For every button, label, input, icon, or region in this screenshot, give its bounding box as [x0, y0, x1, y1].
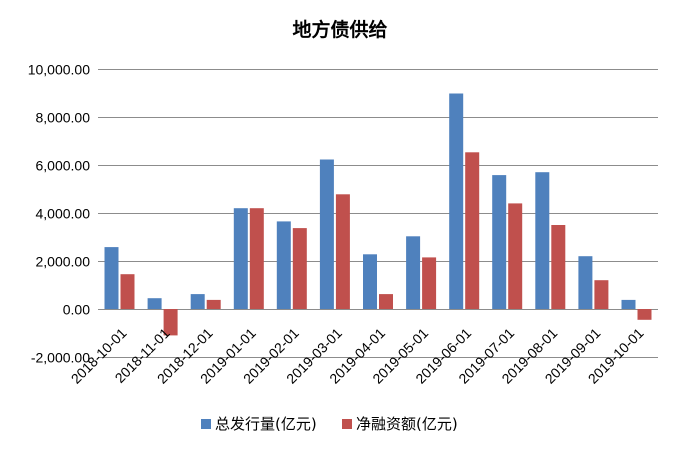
legend-label-total-issuance: 总发行量(亿元) [215, 415, 317, 433]
y-axis-ticks: -2,000.00 0.00 2,000.00 4,000.00 6,000.00 8,0… [28, 62, 91, 366]
bar-total-issuance-2018-10-01 [104, 247, 119, 309]
bar-net-financing-2018-10-01 [120, 274, 135, 309]
bar-total-issuance-2019-08-01 [535, 172, 550, 309]
bar-net-financing-2019-03-01 [335, 194, 350, 309]
y-tick-label: 2,000.00 [36, 254, 91, 270]
legend: 总发行量(亿元) 净融资额(亿元) [201, 415, 458, 433]
legend-swatch-net-financing [342, 419, 352, 429]
bar-net-financing-2019-08-01 [551, 225, 566, 309]
bar-total-issuance-2019-03-01 [319, 159, 334, 309]
bar-net-financing-2019-05-01 [422, 257, 437, 309]
bar-net-financing-2018-12-01 [206, 299, 221, 309]
bar-total-issuance-2018-12-01 [190, 294, 205, 309]
x-axis-ticks: 2018-10-012018-11-012018-12-012019-01-01… [68, 325, 647, 387]
legend-swatch-total-issuance [201, 419, 211, 429]
y-tick-label: 4,000.00 [36, 206, 91, 222]
y-tick-label: 0.00 [63, 302, 90, 318]
bar-net-financing-2019-07-01 [508, 203, 523, 309]
bar-total-issuance-2018-11-01 [147, 298, 162, 309]
legend-label-net-financing: 净融资额(亿元) [356, 415, 458, 433]
bar-total-issuance-2019-06-01 [449, 93, 464, 309]
bar-net-financing-2019-01-01 [249, 208, 264, 309]
y-tick-label: -2,000.00 [31, 350, 90, 366]
bar-total-issuance-2019-09-01 [578, 256, 593, 309]
y-tick-label: 10,000.00 [28, 62, 90, 78]
bar-net-financing-2019-06-01 [465, 152, 480, 309]
bar-total-issuance-2019-04-01 [363, 254, 377, 309]
y-tick-label: 8,000.00 [36, 110, 91, 126]
y-tick-label: 6,000.00 [36, 158, 91, 174]
bar-net-financing-2019-09-01 [594, 280, 609, 309]
gridlines [98, 69, 658, 358]
bar-net-financing-2019-10-01 [637, 309, 652, 320]
bar-total-issuance-2019-01-01 [233, 208, 248, 309]
bar-total-issuance-2019-10-01 [621, 299, 636, 309]
bar-total-issuance-2019-05-01 [406, 236, 421, 309]
bar-net-financing-2019-04-01 [379, 294, 393, 309]
bar-total-issuance-2019-02-01 [276, 221, 291, 309]
chart-title: 地方债供给 [292, 18, 387, 41]
bar-net-financing-2018-11-01 [163, 309, 178, 336]
bar-net-financing-2019-02-01 [292, 228, 307, 309]
bars [104, 93, 652, 336]
bar-total-issuance-2019-07-01 [492, 175, 507, 309]
